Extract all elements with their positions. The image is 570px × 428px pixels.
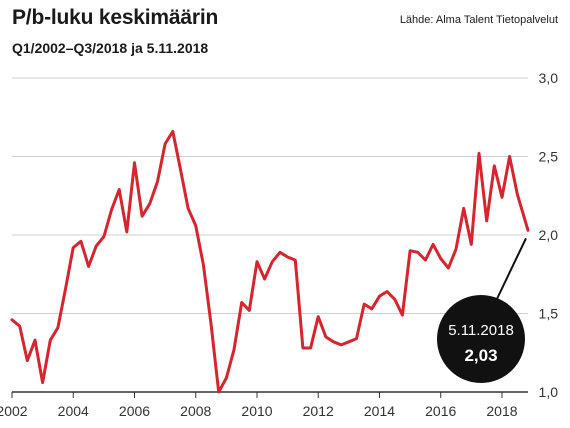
chart-title: P/b-luku keskimäärin bbox=[12, 6, 219, 29]
annotation-bubble bbox=[437, 295, 525, 383]
y-tick-label: 1,0 bbox=[539, 384, 559, 400]
x-tick-label: 2018 bbox=[486, 403, 517, 419]
x-tick-label: 2014 bbox=[364, 403, 395, 419]
y-tick-label: 2,0 bbox=[539, 227, 559, 243]
y-tick-label: 1,5 bbox=[539, 306, 559, 322]
series-layer bbox=[10, 129, 530, 394]
y-tick-label: 3,0 bbox=[539, 70, 559, 86]
source-note: Lähde: Alma Talent Tietopalvelut bbox=[399, 14, 558, 26]
grid-lines bbox=[12, 77, 528, 314]
chart-subtitle: Q1/2002–Q3/2018 ja 5.11.2018 bbox=[12, 40, 209, 56]
y-tick-labels: 1,0 1,5 2,0 2,5 3,0 bbox=[539, 70, 559, 400]
annotation-date: 5.11.2018 bbox=[448, 322, 514, 339]
x-tick-label: 2008 bbox=[180, 403, 211, 419]
annotation-pointer bbox=[494, 237, 527, 304]
series-line bbox=[10, 129, 530, 394]
annotation-callout: 5.11.2018 2,03 bbox=[437, 237, 527, 383]
x-tick-label: 2004 bbox=[58, 403, 89, 419]
y-tick-label: 2,5 bbox=[539, 149, 559, 165]
x-tick-label: 2016 bbox=[425, 403, 456, 419]
x-tick-label: 2012 bbox=[303, 403, 334, 419]
annotation-value: 2,03 bbox=[464, 346, 497, 365]
x-tick-label: 2006 bbox=[119, 403, 150, 419]
x-tick-label: 2010 bbox=[241, 403, 272, 419]
x-tick-label: 2002 bbox=[0, 403, 28, 419]
x-tick-labels: 2002 2004 2006 2008 2010 2012 2014 2016 2018 bbox=[0, 392, 518, 419]
